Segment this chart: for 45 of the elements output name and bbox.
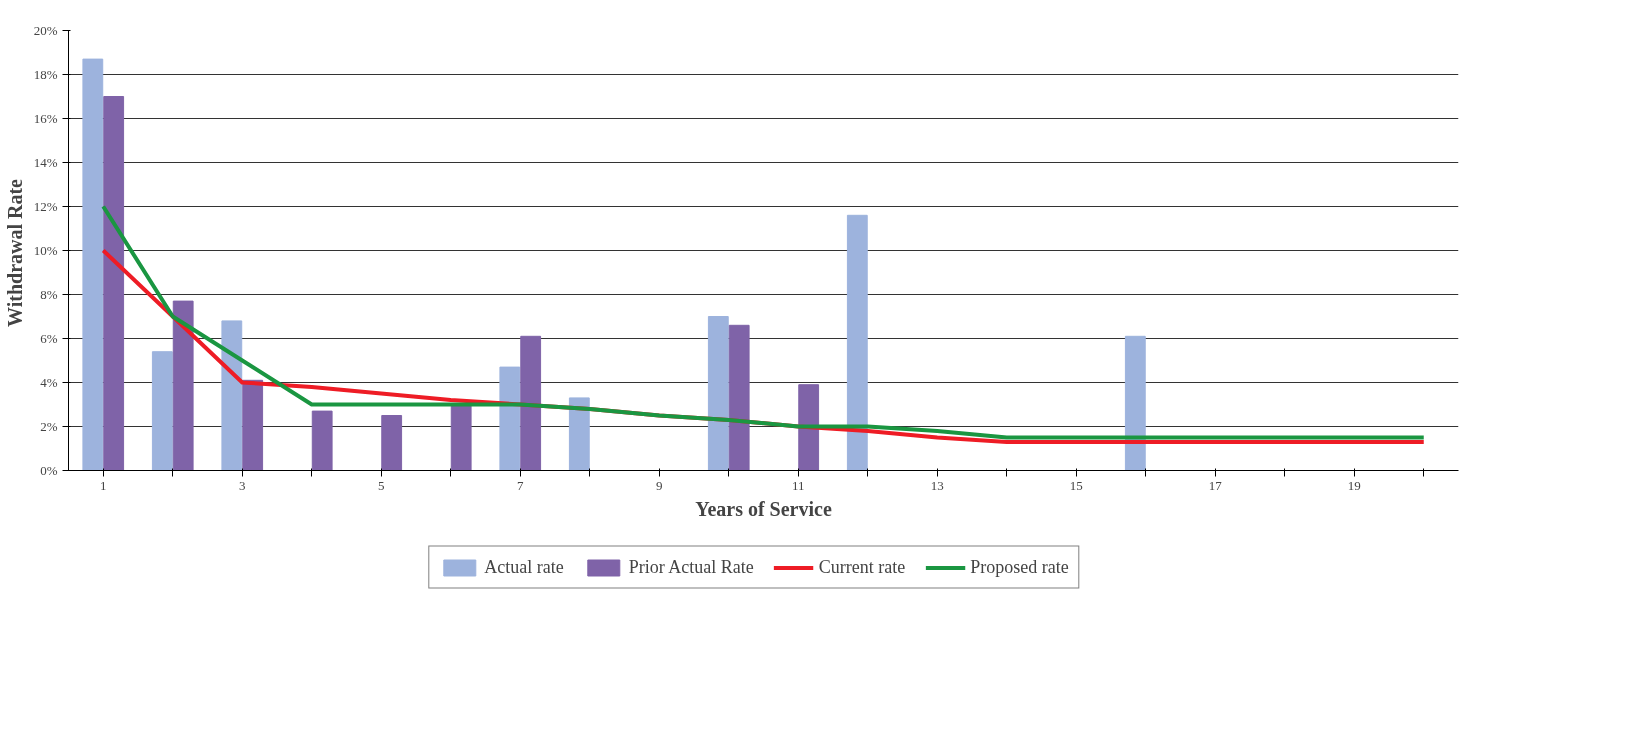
bar <box>311 410 333 471</box>
legend-label: Actual rate <box>484 556 564 578</box>
x-tick-label: 1 <box>100 477 107 493</box>
x-tick-label: 7 <box>517 477 524 493</box>
x-axis-title: Years of Service <box>695 497 832 520</box>
bar <box>103 96 125 471</box>
x-tick-label: 15 <box>1069 477 1083 493</box>
legend-label: Prior Actual Rate <box>628 556 754 578</box>
x-tick-label: 9 <box>656 477 663 493</box>
bar <box>1124 335 1146 471</box>
bar <box>450 404 472 471</box>
y-tick-label: 20% <box>33 23 58 38</box>
y-tick-label: 14% <box>33 155 58 170</box>
x-tick-label: 11 <box>791 477 805 493</box>
y-tick-label: 8% <box>40 287 58 302</box>
bar <box>520 335 542 471</box>
legend-label: Proposed rate <box>970 556 1069 578</box>
x-tick-label: 5 <box>378 477 385 493</box>
y-tick-label: 18% <box>33 67 58 82</box>
bar <box>381 415 403 471</box>
bar <box>568 397 590 471</box>
bar <box>728 324 750 471</box>
bar <box>798 384 820 471</box>
bar <box>499 366 521 471</box>
bar <box>707 316 729 471</box>
y-tick-label: 10% <box>33 243 58 258</box>
bar <box>172 300 194 471</box>
line-series <box>101 204 1426 440</box>
x-tick-label: 19 <box>1347 477 1361 493</box>
y-tick-label: 6% <box>40 331 58 346</box>
bar <box>242 379 264 471</box>
y-axis-title: Withdrawal Rate <box>3 178 26 327</box>
legend-label: Current rate <box>818 556 906 578</box>
bar <box>82 58 104 471</box>
bar <box>221 320 243 471</box>
y-tick-label: 4% <box>40 375 58 390</box>
y-tick-label: 2% <box>40 419 58 434</box>
y-tick-label: 0% <box>40 463 58 478</box>
y-tick-label: 12% <box>33 199 58 214</box>
y-tick-label: 16% <box>33 111 58 126</box>
bar <box>151 351 173 471</box>
bar <box>846 214 868 471</box>
x-tick-label: 3 <box>239 477 246 493</box>
x-tick-label: 13 <box>930 477 944 493</box>
x-tick-label: 17 <box>1208 477 1223 493</box>
